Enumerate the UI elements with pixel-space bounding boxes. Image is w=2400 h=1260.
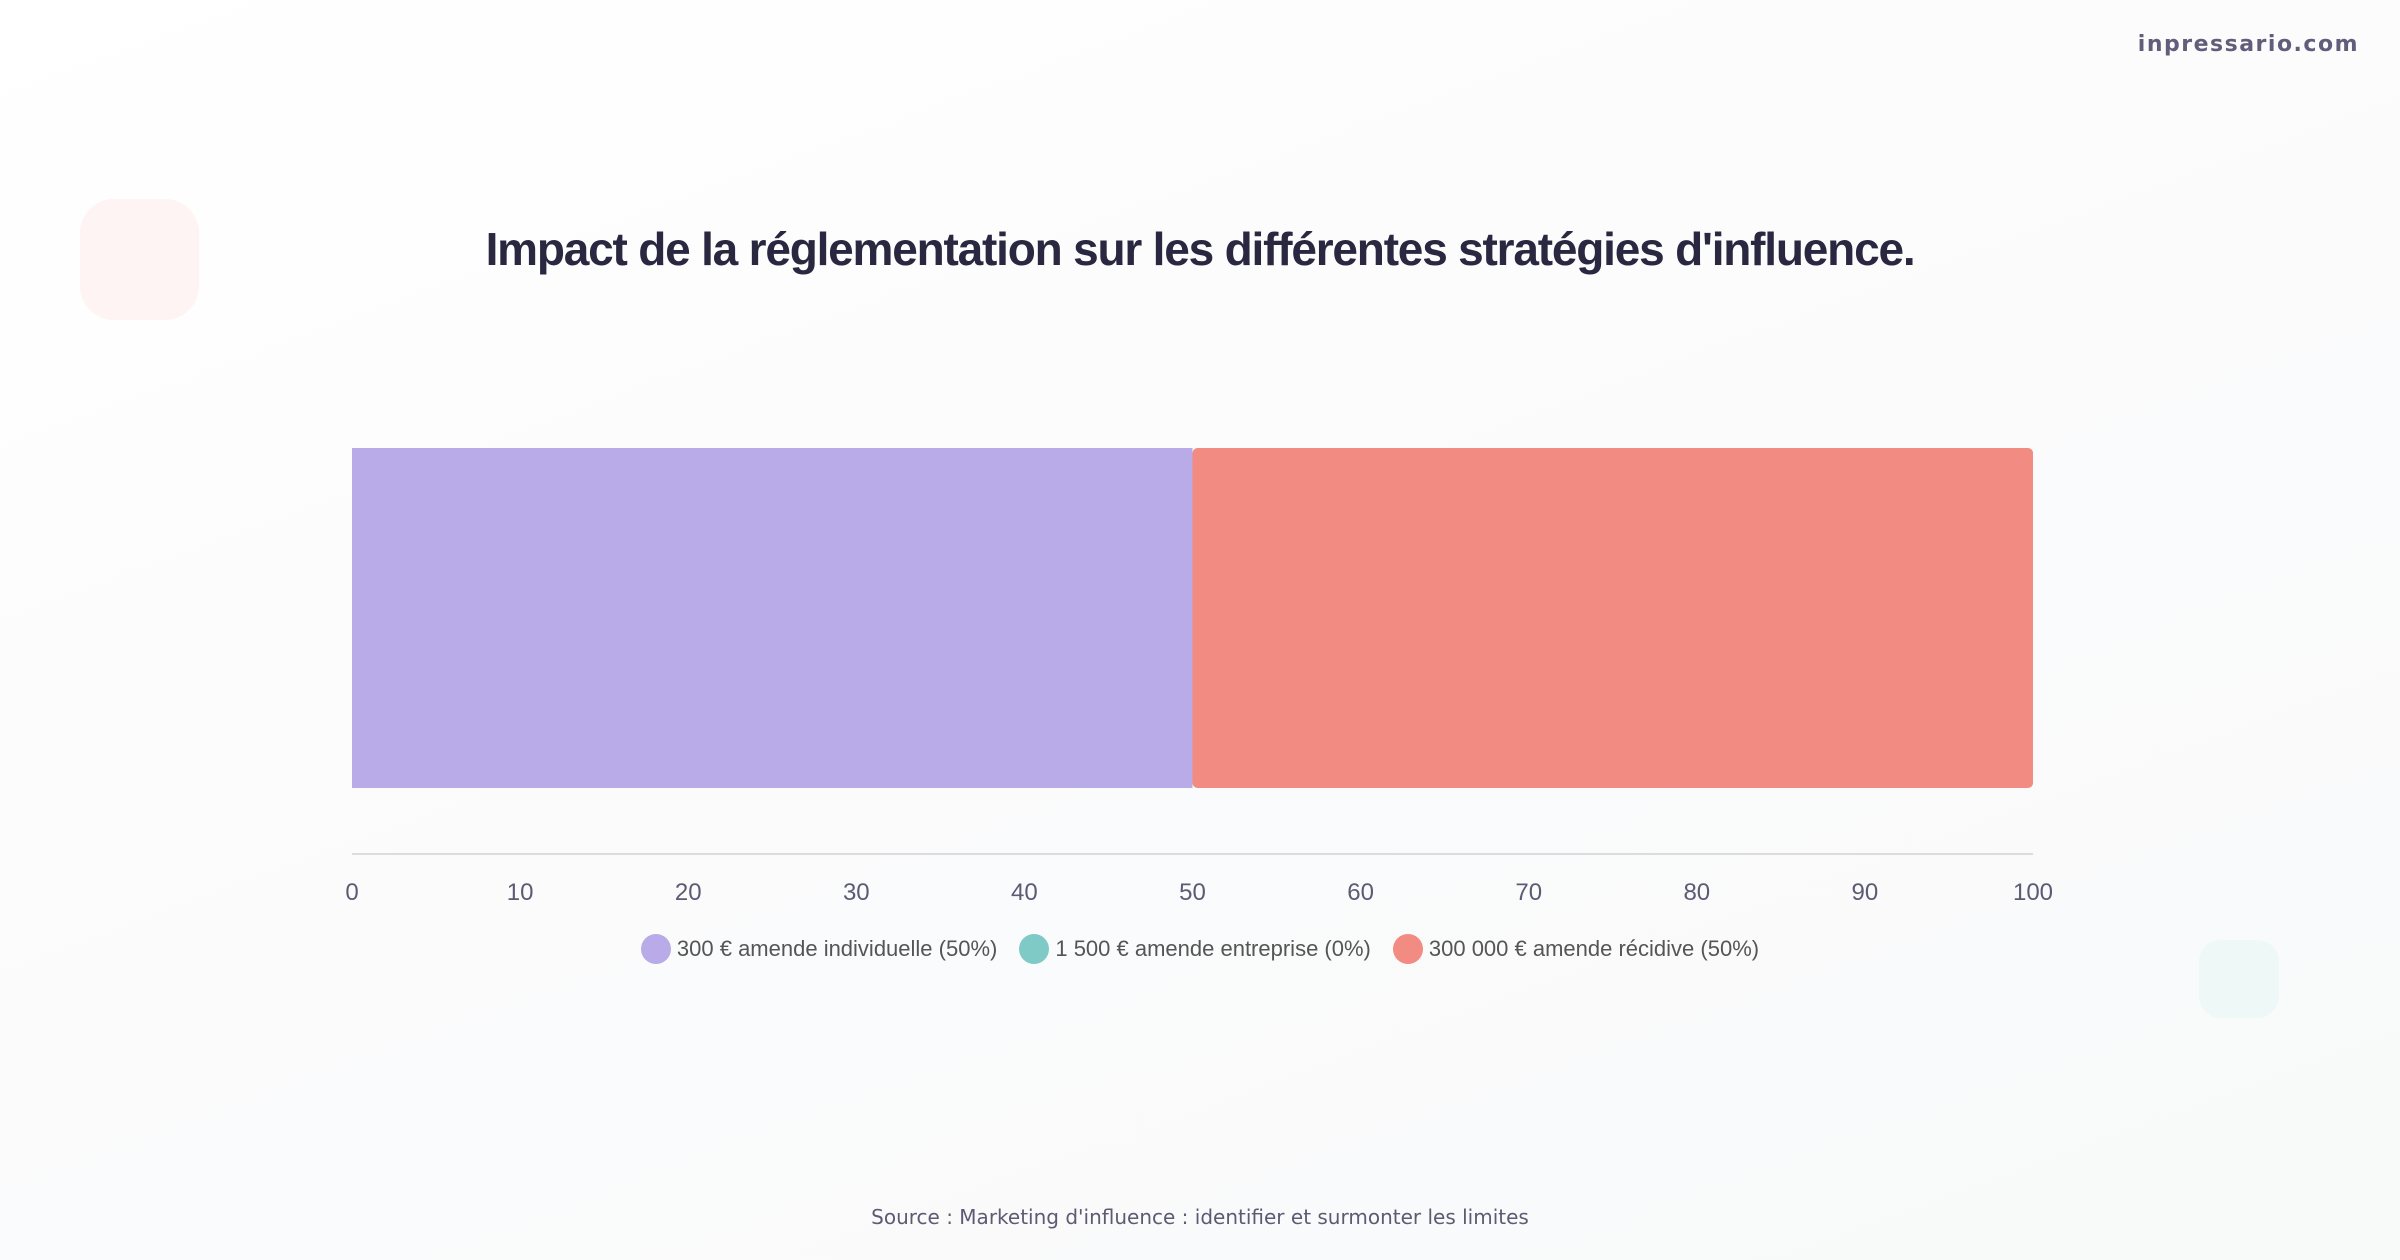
x-tick-label: 100 [2013,879,2053,906]
legend-swatch [640,934,671,964]
legend-label: 300 000 € amende récidive (50%) [1428,936,1760,961]
legend-label: 1 500 € amende entreprise (0%) [1055,936,1371,961]
x-tick-label: 50 [1179,879,1206,906]
decorative-shape [80,199,199,320]
x-tick-label: 70 [1515,879,1542,906]
brand-label: inpressario.com [2137,32,2359,57]
x-tick-label: 60 [1347,879,1374,906]
legend-item[interactable]: 300 € amende individuelle (50%) [640,934,998,964]
x-tick-label: 90 [1852,879,1879,906]
legend-item[interactable]: 1 500 € amende entreprise (0%) [1019,934,1371,964]
x-tick-label: 10 [507,879,534,906]
legend: 300 € amende individuelle (50%) 1 500 € a… [0,934,2400,964]
legend-swatch [1019,934,1050,964]
bar-segment[interactable] [1192,448,2034,788]
legend-swatch [1392,934,1423,964]
legend-item[interactable]: 300 000 € amende récidive (50%) [1392,934,1760,964]
bar-segment[interactable] [352,448,1193,788]
source-note: Source : Marketing d'influence : identif… [871,1205,1529,1229]
x-tick-label: 80 [1683,879,1710,906]
x-tick-label: 30 [843,879,870,906]
x-tick-label: 0 [345,879,358,906]
x-tick-label: 20 [675,879,702,906]
decorative-shape [2199,940,2279,1018]
chart-title: Impact de la réglementation sur les diff… [485,223,1916,275]
legend-label: 300 € amende individuelle (50%) [676,936,998,961]
x-tick-label: 40 [1011,879,1038,906]
